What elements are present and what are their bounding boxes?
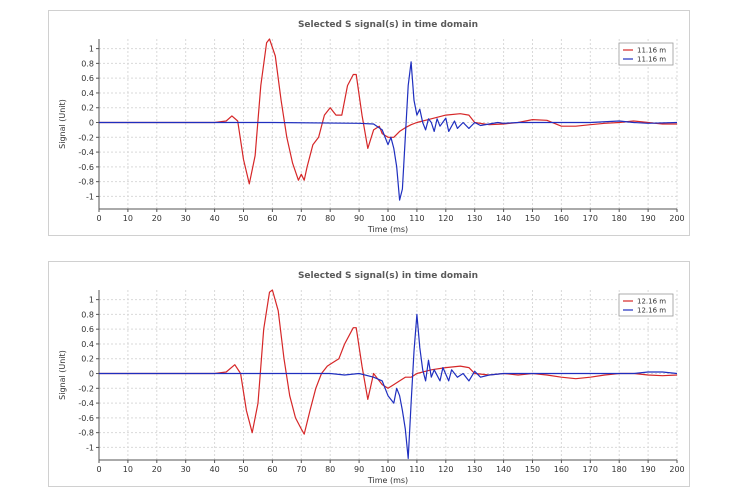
x-tick-label: 180 xyxy=(612,465,627,474)
legend-label: 12.16 m xyxy=(637,307,666,315)
x-tick-label: 120 xyxy=(438,214,453,223)
x-tick-label: 50 xyxy=(238,214,248,223)
x-tick-label: 0 xyxy=(96,465,101,474)
x-tick-label: 140 xyxy=(496,465,511,474)
x-axis-label: Time (ms) xyxy=(367,225,408,234)
x-tick-label: 180 xyxy=(612,214,627,223)
y-tick-label: 0.6 xyxy=(81,74,94,83)
y-tick-label: 0.4 xyxy=(81,89,94,98)
y-tick-label: 0.2 xyxy=(81,355,94,364)
y-tick-label: -0.4 xyxy=(78,399,94,408)
series-line-blue xyxy=(99,61,678,201)
legend-label: 11.16 m xyxy=(637,47,666,55)
grid xyxy=(98,290,678,460)
legend-label: 11.16 m xyxy=(637,56,666,64)
legend: 11.16 m11.16 m xyxy=(618,42,674,66)
x-tick-label: 30 xyxy=(181,465,191,474)
x-tick-label: 20 xyxy=(152,214,162,223)
y-tick-label: -0.6 xyxy=(78,163,94,172)
chart-title: Selected S signal(s) in time domain xyxy=(298,271,478,281)
x-tick-label: 160 xyxy=(554,214,569,223)
chart-title: Selected S signal(s) in time domain xyxy=(298,20,478,30)
grid xyxy=(98,39,678,209)
y-tick-label: 1 xyxy=(89,296,94,305)
x-tick-label: 200 xyxy=(669,465,684,474)
x-axis-label: Time (ms) xyxy=(367,476,408,485)
x-tick-label: 150 xyxy=(525,214,540,223)
x-tick-label: 120 xyxy=(438,465,453,474)
x-tick-label: 100 xyxy=(380,465,395,474)
x-tick-label: 10 xyxy=(123,214,133,223)
x-tick-label: 160 xyxy=(554,465,569,474)
x-tick-label: 130 xyxy=(467,465,482,474)
y-tick-label: -0.8 xyxy=(78,429,94,438)
x-tick-label: 80 xyxy=(325,465,335,474)
legend: 12.16 m12.16 m xyxy=(618,293,674,317)
x-tick-label: 130 xyxy=(467,214,482,223)
x-tick-label: 140 xyxy=(496,214,511,223)
x-tick-label: 170 xyxy=(583,465,598,474)
series-line-blue xyxy=(99,313,678,460)
y-axis-label: Signal (Unit) xyxy=(58,99,67,149)
x-tick-label: 0 xyxy=(96,214,101,223)
x-tick-label: 80 xyxy=(325,214,335,223)
legend-label: 12.16 m xyxy=(637,298,666,306)
x-tick-label: 200 xyxy=(669,214,684,223)
x-tick-label: 20 xyxy=(152,465,162,474)
x-tick-label: 110 xyxy=(409,465,424,474)
y-tick-label: -0.8 xyxy=(78,178,94,187)
x-tick-label: 10 xyxy=(123,465,133,474)
y-tick-label: -1 xyxy=(86,443,94,452)
y-tick-label: -0.6 xyxy=(78,414,94,423)
x-tick-label: 150 xyxy=(525,465,540,474)
x-tick-label: 170 xyxy=(583,214,598,223)
x-tick-label: 40 xyxy=(210,465,220,474)
y-axis-label: Signal (Unit) xyxy=(58,350,67,400)
chart-panel-top: Selected S signal(s) in time domain 0 10 20… xyxy=(48,10,690,236)
y-tick-label: 0.6 xyxy=(81,325,94,334)
y-tick-label: 0.8 xyxy=(81,310,94,319)
y-tick-label: -0.2 xyxy=(78,133,94,142)
x-tick-label: 70 xyxy=(296,214,306,223)
x-tick-label: 40 xyxy=(210,214,220,223)
x-tick-label: 70 xyxy=(296,465,306,474)
y-tick-label: -0.2 xyxy=(78,384,94,393)
x-tick-label: 110 xyxy=(409,214,424,223)
y-tick-label: 0.8 xyxy=(81,59,94,68)
y-tick-label: -1 xyxy=(86,192,94,201)
y-tick-label: -0.4 xyxy=(78,148,94,157)
series-line-red xyxy=(99,38,677,185)
chart-panel-bottom: Selected S signal(s) in time domain 0 10 20… xyxy=(48,261,690,487)
x-tick-label: 60 xyxy=(267,465,277,474)
x-tick-label: 90 xyxy=(354,465,364,474)
series-line-red xyxy=(99,289,678,435)
x-tick-label: 190 xyxy=(640,214,655,223)
x-tick-label: 60 xyxy=(267,214,277,223)
y-tick-label: 0.2 xyxy=(81,104,94,113)
x-tick-label: 30 xyxy=(181,214,191,223)
x-tick-label: 50 xyxy=(238,465,248,474)
y-tick-label: 0.4 xyxy=(81,340,94,349)
x-tick-label: 100 xyxy=(380,214,395,223)
x-tick-label: 90 xyxy=(354,214,364,223)
y-tick-label: 0 xyxy=(89,119,94,128)
x-tick-label: 190 xyxy=(640,465,655,474)
y-tick-label: 0 xyxy=(89,370,94,379)
y-tick-label: 1 xyxy=(89,45,94,54)
